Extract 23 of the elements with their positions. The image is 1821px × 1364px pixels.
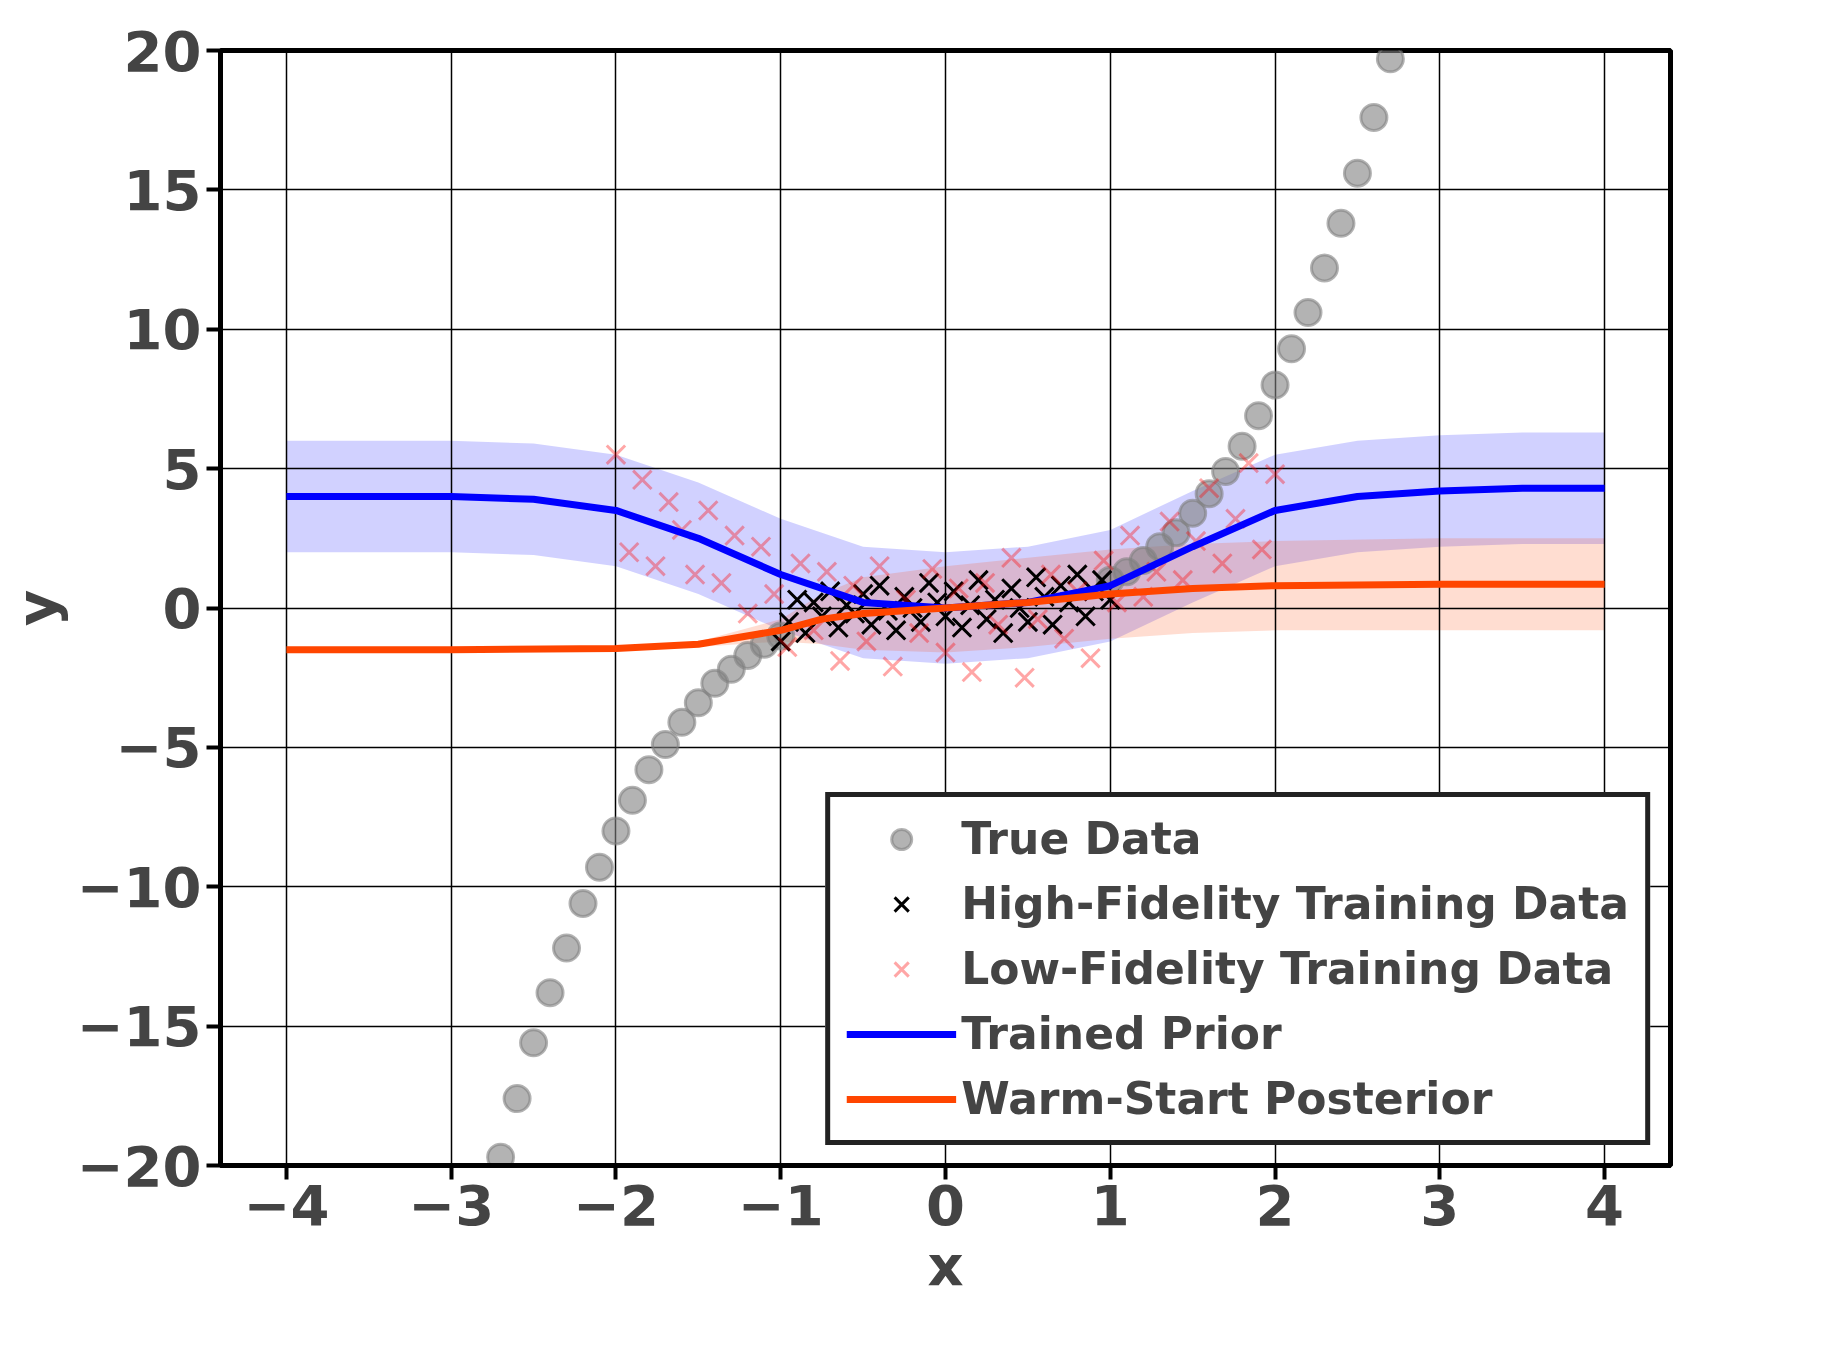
x-tick-label: 4 bbox=[1585, 1172, 1625, 1238]
legend-label: Warm-Start Posterior bbox=[961, 1073, 1493, 1124]
legend-label: Low-Fidelity Training Data bbox=[961, 943, 1614, 994]
x-tick-label: 2 bbox=[1255, 1172, 1295, 1238]
x-tick-label: 1 bbox=[1090, 1172, 1130, 1238]
y-tick-label: −5 bbox=[115, 715, 202, 781]
y-axis-title: y bbox=[3, 589, 69, 627]
y-tick-label: −15 bbox=[76, 994, 202, 1060]
y-tick-label: −10 bbox=[76, 854, 202, 920]
legend-label: Trained Prior bbox=[961, 1008, 1282, 1059]
y-tick-label: 20 bbox=[123, 18, 202, 84]
x-tick-label: −2 bbox=[573, 1172, 659, 1238]
y-tick-label: 10 bbox=[123, 297, 202, 363]
x-tick-label: −3 bbox=[408, 1172, 495, 1238]
x-tick-label: −1 bbox=[737, 1172, 824, 1238]
y-tick-label: 15 bbox=[123, 157, 202, 223]
x-tick-label: 3 bbox=[1420, 1172, 1460, 1238]
y-tick-label: −20 bbox=[76, 1133, 202, 1199]
y-tick-label: 5 bbox=[162, 436, 202, 502]
y-tick-label: 0 bbox=[162, 576, 202, 641]
legend-label: High-Fidelity Training Data bbox=[961, 878, 1629, 929]
x-tick-label: −4 bbox=[243, 1172, 330, 1238]
legend-label: True Data bbox=[961, 813, 1202, 864]
